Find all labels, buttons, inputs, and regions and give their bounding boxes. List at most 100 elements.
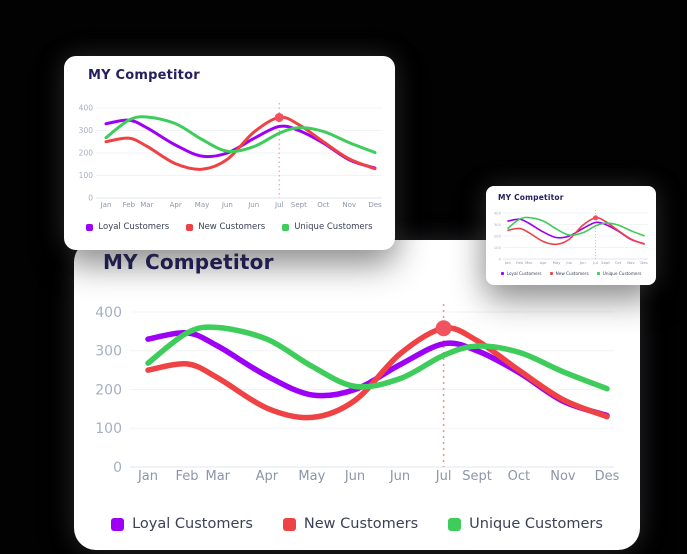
y-axis-tick-label: 100 (494, 245, 502, 250)
card-title: MY Competitor (498, 193, 564, 202)
x-axis-tick-label: Nov (342, 201, 356, 209)
x-axis-tick-label: Jun (221, 201, 233, 209)
x-axis-tick-label: Jun (579, 260, 587, 265)
x-axis-tick-label: Apr (256, 469, 279, 484)
x-axis-tick-label: Apr (540, 260, 547, 265)
x-axis-tick-label: Jun (565, 260, 573, 265)
y-axis-tick-label: 400 (79, 104, 94, 113)
y-axis-tick-label: 300 (79, 126, 94, 135)
card-title: MY Competitor (88, 68, 200, 83)
legend-label: Loyal Customers (132, 516, 253, 532)
x-axis-tick-label: Jun (247, 201, 259, 209)
legend-item-new-customers[interactable]: New Customers (549, 271, 589, 276)
legend-item-new-customers[interactable]: New Customers (186, 222, 265, 232)
new-customers-swatch-icon (186, 223, 194, 231)
x-axis-tick-label: Jan (504, 260, 511, 265)
y-axis-tick-label: 200 (494, 233, 502, 238)
x-axis-tick-label: Jul (274, 201, 284, 209)
x-axis-tick-label: Jul (592, 260, 598, 265)
marker-dot[interactable] (435, 320, 452, 337)
x-axis-tick-label: Des (640, 260, 647, 265)
chart-legend: Loyal Customers New Customers Unique Cus… (486, 271, 656, 276)
legend-item-loyal-customers[interactable]: Loyal Customers (500, 271, 542, 276)
legend-label: New Customers (198, 222, 266, 232)
competitor-card-small: MY Competitor 0 100 200 300 400 Jan Feb Mar Apr M… (486, 186, 656, 285)
unique-customers-swatch-icon (448, 517, 462, 531)
series-line-new-customers[interactable] (104, 115, 377, 171)
x-axis-tick-label: Des (368, 201, 382, 209)
y-axis-tick-label: 0 (113, 460, 122, 476)
x-axis-tick-label: Des (595, 469, 620, 484)
x-axis-tick-label: Sept (291, 201, 307, 209)
y-axis-tick-label: 200 (79, 149, 94, 158)
x-axis-tick-label: Jul (435, 469, 452, 484)
card-title: MY Competitor (103, 250, 274, 274)
legend-label: New Customers (555, 271, 589, 276)
x-axis-tick-label: Jun (344, 469, 365, 484)
y-axis-tick-label: 300 (494, 222, 502, 227)
y-axis-tick-label: 100 (95, 421, 122, 437)
legend-item-unique-customers[interactable]: Unique Customers (448, 516, 603, 532)
series-line-unique-customers[interactable] (104, 115, 377, 155)
competitor-card-medium: MY Competitor 0 100 200 300 400 Jan Feb Mar Apr M… (64, 56, 395, 250)
x-axis-tick-label: Oct (317, 201, 329, 209)
x-axis-tick-label: Sept (462, 469, 492, 484)
x-axis-tick-label: Mar (140, 201, 153, 209)
competitor-line-chart[interactable]: 0 100 200 300 400 Jan Feb Mar Apr May Jun Jun Jul Sep… (64, 56, 395, 250)
legend-label: Unique Customers (469, 516, 603, 532)
x-axis-tick-label: Feb (175, 469, 198, 484)
marker-dot[interactable] (274, 112, 284, 122)
y-axis-tick-label: 200 (95, 382, 122, 398)
x-axis-tick-label: May (195, 201, 209, 209)
legend-item-unique-customers[interactable]: Unique Customers (596, 271, 642, 276)
x-axis-tick-label: Mar (525, 260, 533, 265)
marker-dot[interactable] (592, 215, 599, 221)
legend-label: Loyal Customers (98, 222, 170, 232)
series-line-new-customers[interactable] (145, 325, 610, 421)
loyal-customers-swatch-icon (500, 271, 505, 276)
y-axis-tick-label: 100 (79, 171, 94, 180)
x-axis-tick-label: Apr (170, 201, 182, 209)
x-axis-tick-label: May (553, 260, 562, 265)
x-axis-tick-label: Nov (627, 260, 635, 265)
series-line-unique-customers[interactable] (507, 216, 645, 237)
legend-label: Loyal Customers (506, 271, 542, 276)
x-axis-tick-label: Feb (123, 201, 136, 209)
unique-customers-swatch-icon (282, 223, 290, 231)
x-axis-tick-label: Sept (601, 260, 610, 265)
loyal-customers-swatch-icon (86, 223, 94, 231)
legend-item-loyal-customers[interactable]: Loyal Customers (111, 516, 253, 532)
x-axis-tick-label: Feb (516, 260, 523, 265)
x-axis-tick-label: Oct (508, 469, 530, 484)
legend-label: New Customers (303, 516, 419, 532)
series-line-unique-customers[interactable] (145, 324, 610, 392)
legend-item-loyal-customers[interactable]: Loyal Customers (86, 222, 169, 232)
legend-item-new-customers[interactable]: New Customers (282, 516, 419, 532)
competitor-card-large: MY Competitor 0 100 200 300 400 Jan Feb Mar Apr M… (74, 240, 640, 550)
x-axis-tick-label: Nov (550, 469, 576, 484)
x-axis-tick-label: Jan (137, 469, 158, 484)
x-axis-tick-label: Oct (615, 260, 622, 265)
legend-item-unique-customers[interactable]: Unique Customers (282, 222, 373, 232)
unique-customers-swatch-icon (596, 271, 601, 276)
x-axis-tick-label: Jan (100, 201, 112, 209)
y-axis-tick-label: 0 (88, 194, 93, 203)
chart-legend: Loyal Customers New Customers Unique Cus… (64, 222, 395, 232)
x-axis-tick-label: Mar (206, 469, 231, 484)
new-customers-swatch-icon (549, 271, 554, 276)
new-customers-swatch-icon (282, 517, 296, 531)
y-axis-tick-label: 400 (494, 210, 502, 215)
loyal-customers-swatch-icon (111, 517, 125, 531)
y-axis-tick-label: 0 (499, 256, 502, 261)
x-axis-tick-label: May (298, 469, 325, 484)
x-axis-tick-label: Jun (389, 469, 410, 484)
y-axis-tick-label: 400 (95, 305, 122, 321)
y-axis-tick-label: 300 (95, 344, 122, 360)
chart-legend: Loyal Customers New Customers Unique Cus… (74, 516, 640, 532)
legend-label: Unique Customers (602, 271, 642, 276)
series-line-new-customers[interactable] (507, 216, 645, 246)
legend-label: Unique Customers (294, 222, 373, 232)
